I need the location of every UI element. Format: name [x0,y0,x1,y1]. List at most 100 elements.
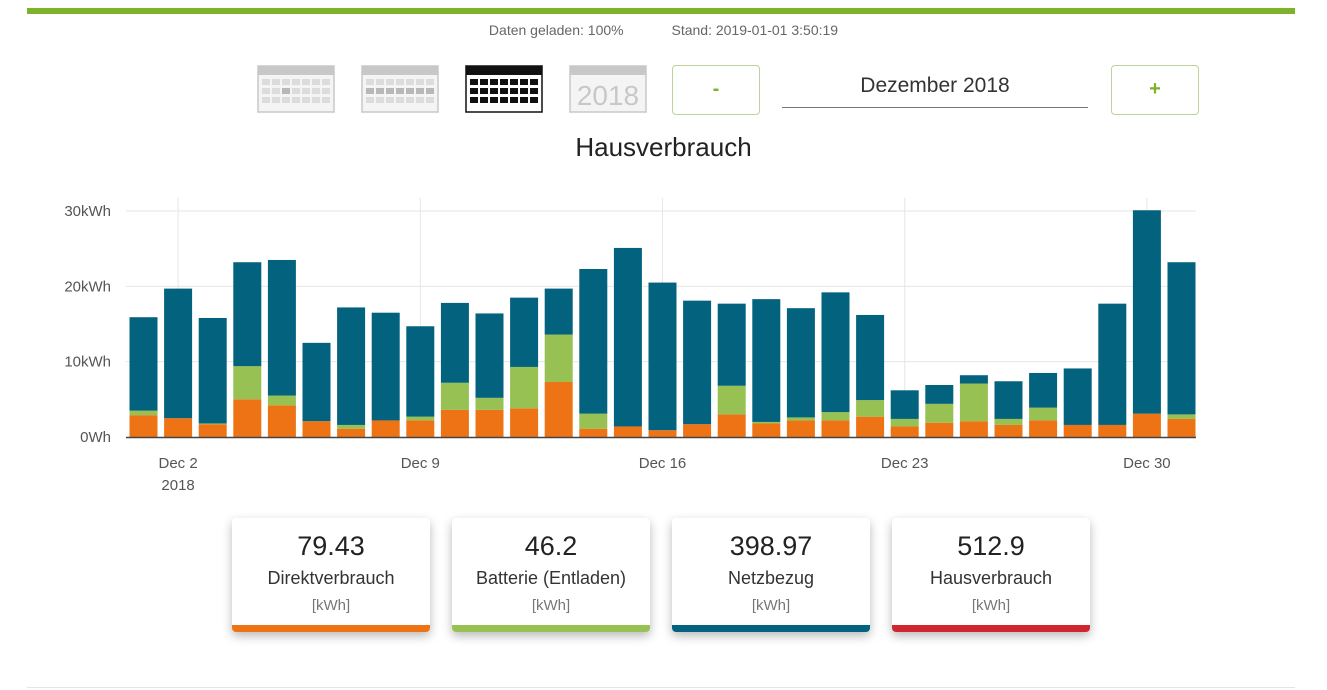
bar-segment [510,366,539,409]
bar-segment [959,383,988,422]
bar-segment [579,413,608,429]
bar-segment [821,292,850,413]
bar-segment [579,428,608,437]
bar-segment [683,424,712,437]
bar-segment [821,412,850,421]
bar-segment [544,288,573,335]
bar-segment [1167,414,1196,419]
bar-segment [1167,262,1196,415]
bar-segment [198,424,227,437]
consumption-chart: 0Wh 10kWh 20kWh 30kWh Dec 2 2018 Dec 9 Dec 16 De… [64,198,1196,494]
day-view-button[interactable] [257,65,335,113]
bar-segment [544,382,573,437]
bar-segment [925,403,954,423]
card-color-stripe [232,625,430,632]
month-view-button[interactable] [465,65,543,113]
card-unit: [kWh] [751,597,791,614]
bar-segment [475,313,504,398]
bar-segment [648,282,677,431]
bar-segment [613,426,642,437]
x-tick-label: Dec 16 [639,455,687,472]
bar-segment [925,385,954,404]
bar-segment [717,385,746,415]
card-label: Direktverbrauch [267,568,395,588]
card-batterie: 46.2 Batterie (Entladen) [kWh] [452,518,650,632]
bar-segment [233,262,262,367]
bar-segment [994,424,1023,437]
card-direktverbrauch: 79.43 Direktverbrauch [kWh] [232,518,430,632]
bar-segment [475,397,504,410]
card-label: Netzbezug [727,568,815,588]
y-tick-label: 0Wh [80,429,111,446]
bar-segment [717,303,746,386]
timestamp: Stand: 2019-01-01 3:50:19 [671,22,839,38]
bar-segment [613,247,642,427]
bar-segment [786,420,815,437]
year-label: 2018 [577,80,639,111]
card-color-stripe [452,625,650,632]
x-tick-label: Dec 9 [401,455,440,472]
bar-segment [683,300,712,425]
next-month-button[interactable]: + [1111,65,1199,115]
bar-segment [1132,210,1161,414]
bar-segment [1063,368,1092,425]
bar-segment [1063,424,1092,437]
bar-segment [1098,424,1127,437]
bar-segment [752,423,781,437]
bar-segment [440,382,469,410]
bar-segment [302,421,331,437]
previous-month-button[interactable]: - [672,65,760,115]
bar-segment [233,399,262,437]
bar-segment [786,417,815,421]
card-label: Batterie (Entladen) [475,568,627,588]
bar-segment [856,400,885,417]
y-tick-label: 20kWh [64,278,111,295]
bar-segment [856,416,885,437]
top-accent-bar [27,8,1295,14]
bar-segment [1167,418,1196,437]
period-display: Dezember 2018 [782,72,1088,108]
bar-segment [856,314,885,401]
card-unit: [kWh] [311,597,351,614]
bar-segment [890,426,919,437]
week-view-button[interactable] [361,65,439,113]
bar-segment [821,420,850,437]
year-view-button[interactable]: 2018 [569,65,647,113]
bar-segment [648,430,677,437]
bar-segment [890,390,919,419]
card-color-stripe [672,625,870,632]
y-tick-label: 30kWh [64,203,111,220]
day-calendar-icon [257,65,335,113]
bar-segment [440,302,469,383]
card-value: 398.97 [729,531,813,561]
bar-segment [129,415,158,437]
card-hausverbrauch: 512.9 Hausverbrauch [kWh] [892,518,1090,632]
bar-segment [959,375,988,384]
status-line: Daten geladen: 100% Stand: 2019-01-01 3:… [0,22,1327,38]
bar-segment [786,308,815,418]
bar-segment [337,428,366,437]
card-unit: [kWh] [531,597,571,614]
bar-segment [406,416,435,421]
bar-segment [406,420,435,437]
x-tick-label: Dec 2 [159,455,198,472]
bar-segment [198,317,227,424]
bar-segment [337,424,366,429]
bar-segment [925,422,954,437]
card-unit: [kWh] [971,597,1011,614]
bar-segment [959,421,988,437]
bar-segment [717,414,746,437]
bar-segment [371,420,400,437]
bar-segment [475,409,504,437]
card-label: Hausverbrauch [929,568,1053,588]
bar-segment [267,395,296,406]
bar-segment [1132,413,1161,437]
week-calendar-icon [361,65,439,113]
bar-segment [233,366,262,400]
bar-segment [371,312,400,421]
bar-segment [302,342,331,422]
bar-segment [752,421,781,424]
bar-segment [544,334,573,383]
bar-segment [406,326,435,417]
bar-segment [267,259,296,396]
